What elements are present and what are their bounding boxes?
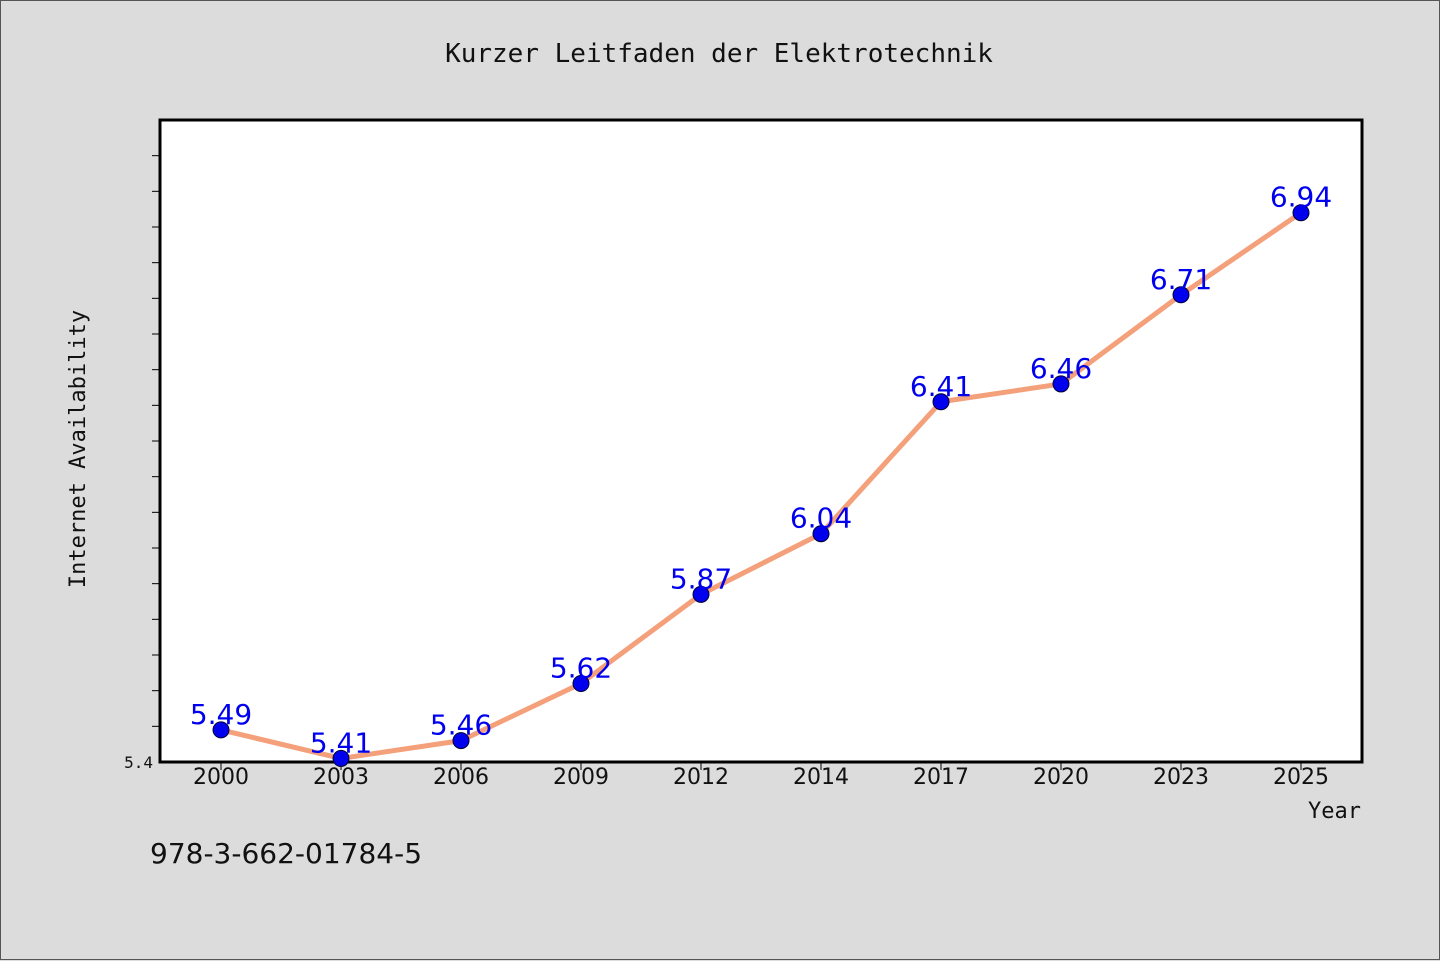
- data-point: [812, 525, 830, 543]
- y-axis-ticks: 5.4: [124, 155, 160, 772]
- x-tick-label: 2023: [1153, 765, 1209, 790]
- plot-area: [158, 118, 1364, 764]
- chart-title: Kurzer Leitfaden der Elektrotechnik: [445, 39, 993, 69]
- x-tick-label: 2025: [1273, 765, 1329, 790]
- x-tick-label: 2003: [313, 765, 369, 790]
- x-axis-label: Year: [1308, 799, 1361, 824]
- data-point: [1172, 286, 1190, 304]
- data-label: 5.49: [190, 698, 252, 731]
- x-tick-label: 2000: [193, 765, 249, 790]
- x-tick-label: 2012: [673, 765, 729, 790]
- data-label: 6.41: [910, 370, 972, 403]
- data-labels: 5.49 5.41 5.46 5.62 5.87 6.04 6.41 6.46 6.71 6.94: [190, 181, 1332, 760]
- data-markers: [212, 204, 1310, 767]
- data-point: [692, 585, 710, 603]
- data-point: [212, 721, 230, 739]
- y-axis-label: Internet Availability: [66, 310, 91, 588]
- data-point: [932, 393, 950, 411]
- data-label: 6.46: [1030, 352, 1092, 385]
- series-line-group: [218, 210, 1304, 761]
- data-point: [332, 749, 350, 767]
- x-tick-label: 2014: [793, 765, 849, 790]
- x-tick-label: 2017: [913, 765, 969, 790]
- data-label: 6.04: [790, 502, 852, 535]
- data-label: 6.71: [1150, 263, 1212, 296]
- data-point: [1292, 204, 1310, 222]
- data-label: 5.41: [310, 726, 372, 759]
- x-axis-ticks: 2000 2003 2006 2009 2012 2014 2017 2020 2023 2025: [193, 762, 1329, 790]
- isbn-text: 978-3-662-01784-5: [150, 837, 422, 870]
- data-label: 6.94: [1270, 181, 1332, 214]
- x-tick-label: 2020: [1033, 765, 1089, 790]
- data-point: [1052, 375, 1070, 393]
- series-line: [218, 210, 1304, 761]
- data-point: [452, 732, 470, 750]
- y-tick-label: 5.4: [124, 753, 153, 772]
- x-tick-label: 2009: [553, 765, 609, 790]
- x-tick-label: 2006: [433, 765, 489, 790]
- data-point: [572, 675, 590, 693]
- data-label: 5.87: [670, 562, 732, 595]
- data-label: 5.46: [430, 709, 492, 742]
- data-label: 5.62: [550, 652, 612, 685]
